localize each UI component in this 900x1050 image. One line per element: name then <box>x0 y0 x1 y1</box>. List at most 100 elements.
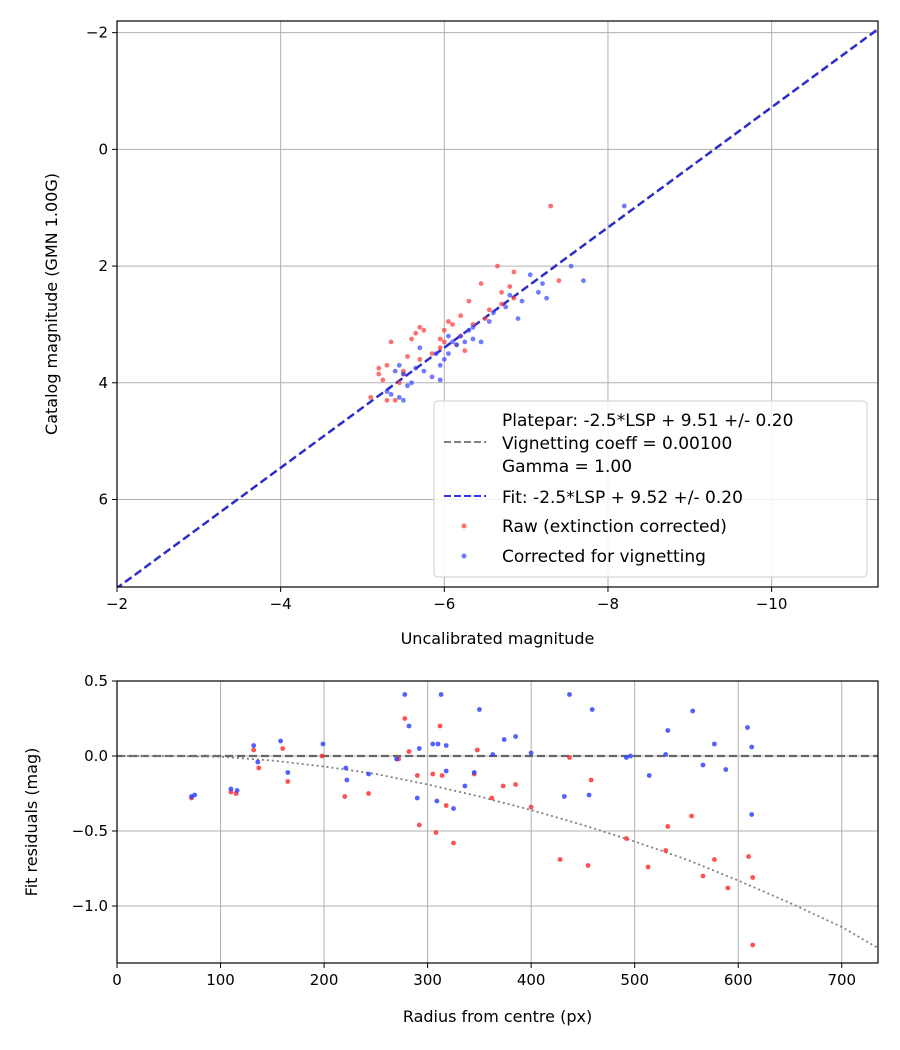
legend-raw-swatch <box>461 523 467 529</box>
corrected-point <box>470 336 476 342</box>
raw-point <box>712 857 717 862</box>
raw-point <box>556 278 562 284</box>
plot-area <box>117 27 878 587</box>
raw-point <box>528 804 534 810</box>
raw-point <box>384 362 390 368</box>
raw-point <box>588 777 594 783</box>
raw-point <box>446 319 451 324</box>
raw-point <box>500 783 506 789</box>
residuals-plot-marks <box>117 692 878 949</box>
residuals-plot: 0 100 200 300 400 500 600 700 0.5 0.0 −0.5 −1.0 Rad… <box>22 672 879 1026</box>
corrected-point <box>515 316 521 321</box>
magnitude-plot-x-axis-label: Uncalibrated magnitude <box>401 629 595 648</box>
raw-point <box>433 830 439 835</box>
corrected-point <box>581 278 586 284</box>
raw-point <box>402 716 408 721</box>
corrected-point <box>561 794 567 799</box>
raw-point <box>567 755 572 760</box>
raw-point <box>443 803 449 808</box>
corrected-point <box>589 707 595 712</box>
corrected-point <box>628 753 633 759</box>
residuals-plot-y-axis-label: Fit residuals (mag) <box>22 748 41 897</box>
corrected-point <box>501 737 507 742</box>
raw-point <box>462 348 468 354</box>
plot-area <box>117 692 878 949</box>
corrected-point <box>540 281 545 286</box>
raw-point <box>319 753 325 759</box>
raw-point <box>251 747 257 753</box>
corrected-point <box>285 770 291 775</box>
magnitude-plot-marks <box>117 27 878 587</box>
raw-point <box>416 822 422 828</box>
x-tick-label: 0 <box>112 971 122 989</box>
corrected-point <box>478 339 484 345</box>
legend-platepar-line-2: Vignetting coeff = 0.00100 <box>502 434 732 454</box>
legend-raw-label: Raw (extinction corrected) <box>502 517 727 537</box>
y-tick-label: −2 <box>86 24 108 42</box>
y-tick-label: −0.5 <box>72 822 108 840</box>
x-tick-label: −6 <box>433 595 455 613</box>
raw-point <box>645 864 651 870</box>
y-tick-label: 4 <box>98 374 108 392</box>
corrected-point <box>446 351 451 356</box>
corrected-point <box>527 272 533 278</box>
raw-point <box>513 782 518 787</box>
legend-platepar-line-1: Platepar: -2.5*LSP + 9.51 +/- 0.20 <box>502 411 793 431</box>
corrected-point <box>443 743 449 748</box>
residuals-plot-ticks: 0 100 200 300 400 500 600 700 0.5 0.0 −0.5 −1.0 <box>72 672 857 989</box>
corrected-point <box>406 723 412 729</box>
raw-point <box>499 289 504 295</box>
raw-point <box>478 281 484 286</box>
corrected-point <box>567 692 572 697</box>
corrected-point <box>435 741 441 747</box>
corrected-point <box>749 744 755 750</box>
corrected-point <box>396 362 402 368</box>
raw-point <box>417 357 423 362</box>
raw-point <box>366 791 371 796</box>
corrected-point <box>462 339 468 345</box>
magnitude-plot-frame <box>116 20 879 588</box>
corrected-point <box>414 795 420 801</box>
raw-point <box>405 354 410 359</box>
raw-point <box>750 875 756 880</box>
raw-point <box>376 365 382 371</box>
raw-point <box>507 284 513 289</box>
raw-point <box>451 840 456 846</box>
corrected-point <box>255 759 261 765</box>
x-tick-label: −8 <box>597 595 619 613</box>
raw-point <box>495 263 500 269</box>
corrected-point <box>451 806 456 811</box>
magnitude-plot: −2 −4 −6 −8 −10 −2 0 2 4 6 Uncalibrated magnitude… <box>42 20 879 648</box>
raw-point <box>280 746 286 751</box>
legend-corrected-label: Corrected for vignetting <box>502 547 706 567</box>
x-tick-label: 500 <box>620 971 649 989</box>
corrected-point <box>700 762 706 768</box>
raw-point <box>380 377 386 383</box>
raw-point <box>376 371 382 377</box>
corrected-point <box>544 295 549 301</box>
legend-corrected-swatch <box>461 553 467 559</box>
x-tick-label: −2 <box>106 595 128 613</box>
corrected-point <box>454 342 459 348</box>
raw-point <box>396 380 402 386</box>
raw-point <box>458 313 464 319</box>
raw-point <box>439 773 445 778</box>
raw-point <box>450 322 455 327</box>
corrected-point <box>417 345 423 351</box>
raw-point <box>466 298 472 304</box>
corrected-point <box>409 380 414 386</box>
raw-point <box>406 749 412 754</box>
raw-point <box>437 336 443 342</box>
corrected-point <box>421 368 427 374</box>
raw-point <box>437 345 443 351</box>
raw-point <box>474 747 480 753</box>
raw-point <box>285 779 291 784</box>
raw-point <box>417 324 423 330</box>
corrected-point <box>665 728 671 733</box>
corrected-point <box>528 750 534 756</box>
corrected-point <box>503 304 509 310</box>
raw-point <box>437 723 443 729</box>
corrected-point <box>429 374 435 380</box>
x-tick-label: −4 <box>270 595 292 613</box>
corrected-point <box>430 741 436 747</box>
